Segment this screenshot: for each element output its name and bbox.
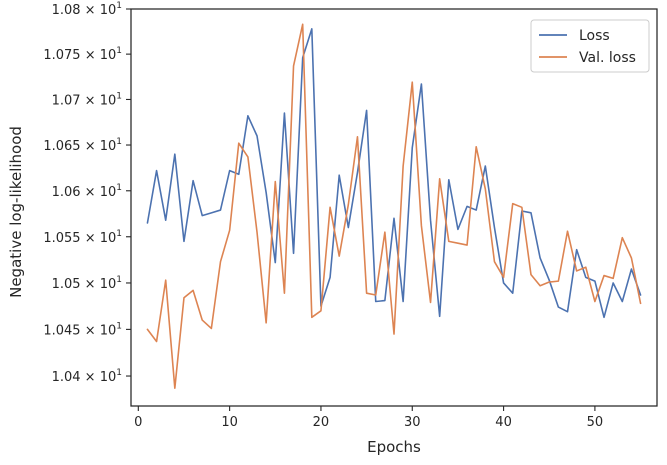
y-axis-label: Negative log-likelihood xyxy=(7,126,25,298)
y-axis: 1.04 × 101 1.045 × 101 1.05 × 101 1.055 × 1… xyxy=(43,1,131,385)
y-tick-label: 1.045 × 101 xyxy=(43,321,122,338)
legend: Loss Val. loss xyxy=(530,19,650,73)
x-tick-label: 20 xyxy=(313,415,330,430)
x-tick-label: 0 xyxy=(134,415,142,430)
plot-background xyxy=(131,9,657,406)
y-tick-label: 1.04 × 101 xyxy=(52,368,122,385)
x-axis-label: Epochs xyxy=(367,438,421,456)
x-tick-label: 30 xyxy=(404,415,421,430)
legend-box xyxy=(530,19,650,73)
y-tick-label: 1.065 × 101 xyxy=(43,137,122,154)
y-tick-label: 1.06 × 101 xyxy=(52,183,122,200)
x-tick-label: 50 xyxy=(587,415,604,430)
series-line-val-loss xyxy=(146,23,642,389)
y-tick-label: 1.08 × 101 xyxy=(52,1,122,18)
y-tick-label: 1.05 × 101 xyxy=(52,275,122,292)
x-axis: 0 10 20 30 40 50 xyxy=(134,406,603,430)
y-tick-label: 1.075 × 101 xyxy=(43,46,122,63)
x-tick-label: 40 xyxy=(495,415,512,430)
legend-label: Loss xyxy=(579,28,610,44)
series-layer xyxy=(146,23,642,389)
y-tick-label: 1.07 × 101 xyxy=(52,91,122,108)
x-tick-label: 10 xyxy=(221,415,238,430)
series-line-loss xyxy=(146,28,642,319)
plot-frame xyxy=(130,8,658,407)
legend-label: Val. loss xyxy=(579,50,636,66)
y-tick-label: 1.055 × 101 xyxy=(43,229,122,246)
